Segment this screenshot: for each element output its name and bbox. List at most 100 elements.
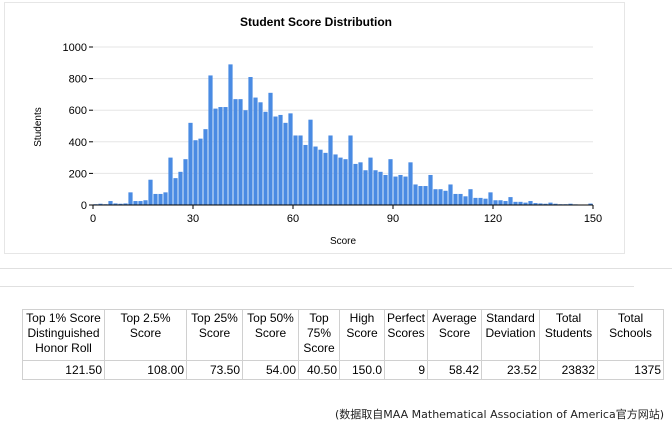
histogram-bar	[273, 116, 278, 205]
histogram-bar	[488, 192, 493, 205]
histogram-bar	[418, 186, 423, 205]
histogram-bar	[158, 193, 163, 205]
histogram-bar	[233, 99, 238, 205]
header-top75-score: Top 75% Score	[298, 309, 340, 361]
histogram-bar	[338, 157, 343, 205]
histogram-bar	[123, 203, 128, 205]
x-axis-label: Score	[330, 236, 357, 247]
histogram-bar	[453, 193, 458, 205]
histogram-bar	[568, 203, 573, 205]
bars	[93, 64, 593, 205]
histogram-bar	[138, 201, 143, 205]
histogram-bar	[203, 129, 208, 205]
header-total-students: Total Students	[539, 309, 598, 361]
histogram-bar	[498, 200, 503, 205]
table-header-row: Top 1% Score Distinguished Honor Roll To…	[22, 309, 664, 361]
x-tick-label: 120	[484, 213, 502, 225]
histogram-bar	[328, 135, 333, 205]
header-top2-5-score: Top 2.5% Score	[104, 309, 187, 361]
histogram-bar	[133, 201, 138, 205]
histogram-bar	[373, 170, 378, 205]
histogram-bar	[483, 198, 488, 205]
histogram-bar	[298, 135, 303, 205]
statistics-table: Top 1% Score Distinguished Honor Roll To…	[22, 309, 664, 380]
histogram-bar	[148, 179, 153, 205]
histogram-bar	[248, 77, 253, 205]
histogram-bar	[508, 197, 513, 205]
histogram-bar	[318, 149, 323, 205]
chart-panel: Student Score Distribution 0 200 400 600 800…	[4, 2, 625, 254]
histogram-bar	[323, 152, 328, 205]
header-perfect-scores: Perfect Scores	[384, 309, 428, 361]
histogram-bar	[263, 111, 268, 205]
histogram-bar	[198, 138, 203, 205]
y-tick-label: 600	[69, 105, 87, 117]
histogram-bar	[398, 174, 403, 205]
x-tick-label: 0	[90, 213, 96, 225]
histogram-bar	[258, 102, 263, 205]
y-tick-label: 200	[69, 168, 87, 180]
histogram-bar	[313, 146, 318, 205]
histogram-bar	[503, 201, 508, 205]
header-standard-deviation: Standard Deviation	[481, 309, 540, 361]
histogram-bar	[403, 176, 408, 205]
value-top1-score: 121.50	[22, 360, 105, 380]
y-tick-label: 1000	[63, 42, 87, 54]
y-axis-label: Students	[33, 107, 44, 146]
value-top2-5-score: 108.00	[104, 360, 187, 380]
histogram-bar	[493, 200, 498, 205]
histogram-bar	[513, 201, 518, 205]
histogram-bar	[438, 189, 443, 205]
value-top25-score: 73.50	[186, 360, 243, 380]
histogram-bar	[348, 135, 353, 205]
histogram-bar	[458, 193, 463, 205]
histogram-bar	[393, 176, 398, 205]
histogram-bar	[128, 192, 133, 205]
histogram-bar	[278, 114, 283, 205]
histogram-bar	[283, 122, 288, 205]
histogram-bar	[333, 154, 338, 205]
score-distribution-chart: Student Score Distribution 0200400600800…	[33, 15, 602, 247]
histogram-bar	[388, 159, 393, 205]
histogram-bar	[433, 189, 438, 205]
x-tick-label: 30	[187, 213, 199, 225]
value-top50-score: 54.00	[242, 360, 299, 380]
gridlines	[93, 46, 593, 206]
histogram-bar	[413, 184, 418, 205]
histogram-bar	[188, 122, 193, 205]
histogram-bar	[538, 203, 543, 205]
histogram-bar	[408, 162, 413, 205]
histogram-bar	[473, 197, 478, 205]
value-standard-deviation: 23.52	[481, 360, 540, 380]
histogram-bar	[168, 157, 173, 205]
value-average-score: 58.42	[427, 360, 482, 380]
histogram-bar	[288, 113, 293, 205]
table-row: 121.50 108.00 73.50 54.00 40.50 150.0 9 …	[22, 360, 664, 380]
histogram-bar	[178, 171, 183, 205]
y-tick-label: 0	[81, 200, 87, 212]
divider-line	[0, 268, 672, 269]
value-high-score: 150.0	[339, 360, 385, 380]
source-note: (数据取自MAA Mathematical Association of Ame…	[335, 408, 664, 421]
histogram-bar	[543, 203, 548, 205]
histogram-bar	[528, 201, 533, 205]
histogram-bar	[428, 174, 433, 205]
histogram-bar	[223, 107, 228, 205]
histogram-bar	[183, 159, 188, 205]
histogram-bar	[523, 202, 528, 205]
histogram-bar	[468, 189, 473, 205]
y-tick-label: 400	[69, 137, 87, 149]
histogram-bar	[548, 202, 553, 205]
value-total-schools: 1375	[597, 360, 664, 380]
histogram-bar	[553, 203, 558, 205]
histogram-bar	[213, 108, 218, 205]
histogram-bar	[118, 203, 123, 205]
histogram-bar	[238, 99, 243, 205]
histogram-bar	[208, 75, 213, 205]
header-total-schools: Total Schools	[597, 309, 664, 361]
chart-title: Student Score Distribution	[240, 15, 392, 29]
histogram-bar	[353, 163, 358, 205]
histogram-bar	[113, 203, 118, 205]
histogram-bar	[193, 140, 198, 205]
header-top25-score: Top 25% Score	[186, 309, 243, 361]
